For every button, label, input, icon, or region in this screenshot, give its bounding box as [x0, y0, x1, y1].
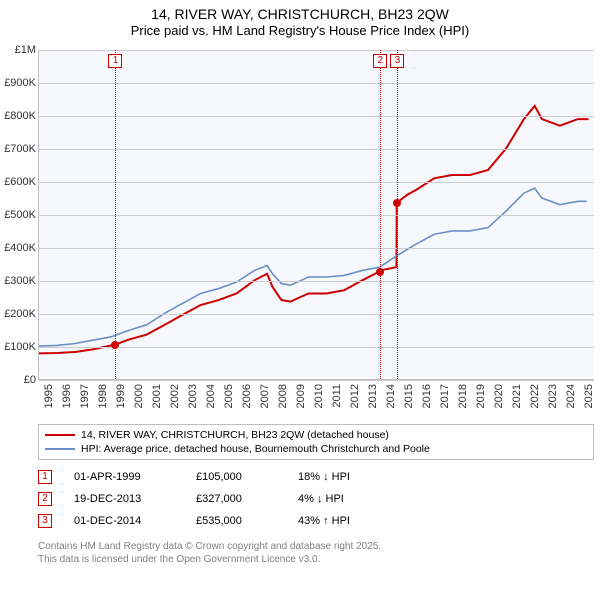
gridline	[39, 380, 594, 381]
sale-dot	[376, 268, 384, 276]
y-tick-label: £100K	[4, 341, 36, 353]
title-address: 14, RIVER WAY, CHRISTCHURCH, BH23 2QW	[0, 6, 600, 22]
y-tick-label: £200K	[4, 308, 36, 320]
sale-diff: 18% ↓ HPI	[298, 471, 398, 483]
gridline	[39, 215, 594, 216]
chart-area: 1 23 £0 £100K £200K £300K £400K £500K £600K £700…	[0, 46, 600, 418]
x-tick-label: 2008	[277, 384, 289, 408]
x-tick-label: 2021	[511, 384, 523, 408]
sales-table: 1 01-APR-1999 £105,000 18% ↓ HPI 2 19-DEC-201…	[38, 466, 594, 532]
sale-vline	[397, 50, 398, 379]
x-tick-label: 2014	[385, 384, 397, 408]
y-tick-label: £0	[24, 374, 36, 386]
plot-region: 1 23	[38, 50, 594, 380]
sale-diff: 4% ↓ HPI	[298, 493, 398, 505]
x-tick-label: 2009	[295, 384, 307, 408]
legend-row: 14, RIVER WAY, CHRISTCHURCH, BH23 2QW (d…	[45, 428, 587, 442]
x-tick-label: 2005	[223, 384, 235, 408]
x-tick-label: 2017	[439, 384, 451, 408]
gridline	[39, 149, 594, 150]
x-tick-label: 2016	[421, 384, 433, 408]
y-tick-label: £800K	[4, 110, 36, 122]
x-tick-label: 2001	[151, 384, 163, 408]
footer-line-1: Contains HM Land Registry data © Crown c…	[38, 540, 594, 553]
sale-diff: 43% ↑ HPI	[298, 515, 398, 527]
sale-date: 01-DEC-2014	[74, 515, 174, 527]
x-tick-label: 2007	[259, 384, 271, 408]
sale-date: 19-DEC-2013	[74, 493, 174, 505]
sale-vline	[380, 50, 381, 379]
x-tick-label: 2006	[241, 384, 253, 408]
legend-box: 14, RIVER WAY, CHRISTCHURCH, BH23 2QW (d…	[38, 424, 594, 460]
sale-marker-box: 1	[108, 54, 122, 68]
sale-row: 1 01-APR-1999 £105,000 18% ↓ HPI	[38, 466, 594, 488]
legend-swatch	[45, 448, 75, 450]
gridline	[39, 314, 594, 315]
gridline	[39, 116, 594, 117]
x-tick-label: 1996	[61, 384, 73, 408]
gridline	[39, 248, 594, 249]
x-tick-label: 1997	[79, 384, 91, 408]
legend-swatch	[45, 434, 75, 436]
title-subtitle: Price paid vs. HM Land Registry's House …	[0, 23, 600, 38]
chart-title-block: 14, RIVER WAY, CHRISTCHURCH, BH23 2QW Pr…	[0, 0, 600, 38]
x-tick-label: 2022	[529, 384, 541, 408]
x-tick-label: 2025	[583, 384, 595, 408]
x-tick-label: 2002	[169, 384, 181, 408]
series-line	[39, 106, 589, 353]
x-tick-label: 2023	[547, 384, 559, 408]
gridline	[39, 347, 594, 348]
x-tick-label: 1998	[97, 384, 109, 408]
x-tick-label: 1995	[43, 384, 55, 408]
x-tick-label: 2015	[403, 384, 415, 408]
sale-row: 3 01-DEC-2014 £535,000 43% ↑ HPI	[38, 510, 594, 532]
legend-label: 14, RIVER WAY, CHRISTCHURCH, BH23 2QW (d…	[81, 428, 389, 442]
x-tick-label: 2000	[133, 384, 145, 408]
sale-row-marker: 2	[38, 492, 52, 506]
gridline	[39, 281, 594, 282]
gridline	[39, 50, 594, 51]
sale-row-marker: 3	[38, 514, 52, 528]
footer-attribution: Contains HM Land Registry data © Crown c…	[38, 540, 594, 566]
sale-price: £535,000	[196, 515, 276, 527]
sale-dot	[111, 341, 119, 349]
x-tick-label: 2020	[493, 384, 505, 408]
sale-row: 2 19-DEC-2013 £327,000 4% ↓ HPI	[38, 488, 594, 510]
x-tick-label: 2004	[205, 384, 217, 408]
sale-vline	[115, 50, 116, 379]
x-tick-label: 2003	[187, 384, 199, 408]
x-tick-label: 2018	[457, 384, 469, 408]
x-tick-label: 2012	[349, 384, 361, 408]
footer-line-2: This data is licensed under the Open Gov…	[38, 553, 594, 566]
sale-price: £105,000	[196, 471, 276, 483]
sale-marker-box: 2	[373, 54, 387, 68]
sale-dot	[393, 199, 401, 207]
gridline	[39, 182, 594, 183]
y-tick-label: £300K	[4, 275, 36, 287]
y-tick-label: £400K	[4, 242, 36, 254]
legend-label: HPI: Average price, detached house, Bour…	[81, 442, 430, 456]
x-tick-label: 2013	[367, 384, 379, 408]
x-tick-label: 2019	[475, 384, 487, 408]
y-tick-label: £900K	[4, 77, 36, 89]
y-tick-label: £700K	[4, 143, 36, 155]
y-tick-label: £1M	[15, 44, 36, 56]
sale-row-marker: 1	[38, 470, 52, 484]
x-tick-label: 2024	[565, 384, 577, 408]
legend-row: HPI: Average price, detached house, Bour…	[45, 442, 587, 456]
gridline	[39, 83, 594, 84]
series-line	[39, 188, 587, 346]
y-tick-label: £500K	[4, 209, 36, 221]
y-tick-label: £600K	[4, 176, 36, 188]
sale-date: 01-APR-1999	[74, 471, 174, 483]
sale-marker-box: 3	[390, 54, 404, 68]
x-tick-label: 2011	[331, 384, 343, 408]
x-tick-label: 2010	[313, 384, 325, 408]
x-tick-label: 1999	[115, 384, 127, 408]
sale-price: £327,000	[196, 493, 276, 505]
